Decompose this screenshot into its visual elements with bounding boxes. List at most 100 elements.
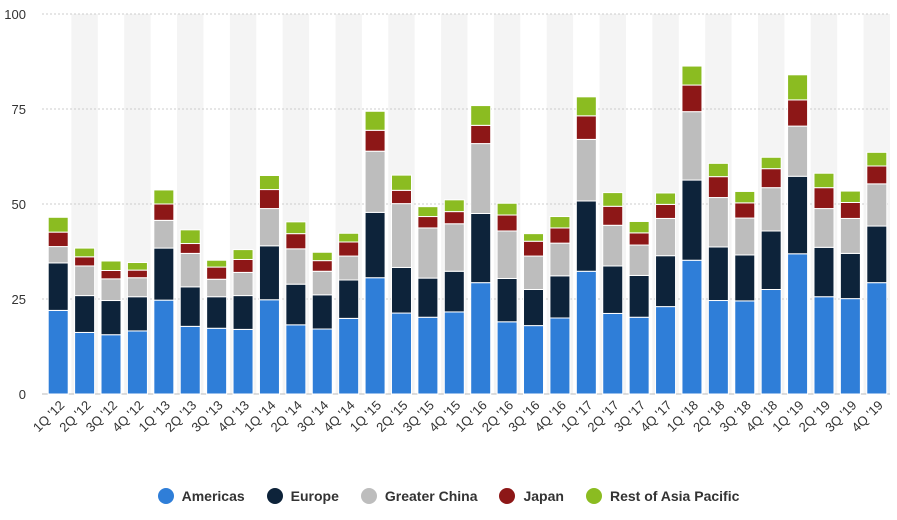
bar-segment[interactable] <box>74 256 96 267</box>
legend-item[interactable]: Europe <box>266 488 339 504</box>
bar-segment[interactable] <box>839 217 861 254</box>
legend-item[interactable]: Greater China <box>360 488 477 504</box>
bar-segment[interactable] <box>311 328 333 395</box>
bar-segment[interactable] <box>496 321 518 395</box>
bar-segment[interactable] <box>153 299 175 395</box>
bar-segment[interactable] <box>839 252 861 300</box>
bar-segment[interactable] <box>523 240 545 257</box>
bar-segment[interactable] <box>179 286 201 327</box>
bar-segment[interactable] <box>734 202 756 219</box>
bar-segment[interactable] <box>126 330 148 395</box>
bar-segment[interactable] <box>628 244 650 276</box>
bar-segment[interactable] <box>813 296 835 395</box>
bar-segment[interactable] <box>153 203 175 221</box>
bar-segment[interactable] <box>126 277 148 298</box>
bar-segment[interactable] <box>575 270 597 395</box>
bar-segment[interactable] <box>364 129 386 152</box>
bar-segment[interactable] <box>338 241 360 257</box>
bar-segment[interactable] <box>496 214 518 232</box>
bar-segment[interactable] <box>470 143 492 214</box>
bar-segment[interactable] <box>575 96 597 117</box>
bar-segment[interactable] <box>681 179 703 261</box>
bar-segment[interactable] <box>760 156 782 170</box>
bar-segment[interactable] <box>311 270 333 296</box>
bar-segment[interactable] <box>390 203 412 268</box>
bar-segment[interactable] <box>417 206 439 218</box>
bar-segment[interactable] <box>866 225 888 284</box>
bar-segment[interactable] <box>232 249 254 260</box>
bar-segment[interactable] <box>232 271 254 297</box>
bar-segment[interactable] <box>470 105 492 126</box>
bar-segment[interactable] <box>258 208 280 247</box>
bar-segment[interactable] <box>655 192 677 205</box>
bar-segment[interactable] <box>285 221 307 235</box>
bar-segment[interactable] <box>523 289 545 327</box>
bar-segment[interactable] <box>628 220 650 234</box>
bar-segment[interactable] <box>655 203 677 219</box>
bar-segment[interactable] <box>100 270 122 280</box>
bar-segment[interactable] <box>707 162 729 178</box>
bar-segment[interactable] <box>787 74 809 101</box>
bar-segment[interactable] <box>470 124 492 145</box>
bar-segment[interactable] <box>681 111 703 181</box>
bar-segment[interactable] <box>417 216 439 229</box>
bar-segment[interactable] <box>285 233 307 250</box>
bar-segment[interactable] <box>258 175 280 191</box>
bar-segment[interactable] <box>655 255 677 308</box>
bar-segment[interactable] <box>787 175 809 255</box>
bar-segment[interactable] <box>734 254 756 302</box>
bar-segment[interactable] <box>866 151 888 167</box>
bar-segment[interactable] <box>760 187 782 232</box>
bar-segment[interactable] <box>707 176 729 199</box>
bar-segment[interactable] <box>707 197 729 248</box>
bar-segment[interactable] <box>338 317 360 395</box>
bar-segment[interactable] <box>707 246 729 302</box>
legend-item[interactable]: Rest of Asia Pacific <box>585 488 739 504</box>
bar-segment[interactable] <box>628 232 650 246</box>
bar-segment[interactable] <box>206 327 228 395</box>
bar-segment[interactable] <box>47 216 69 233</box>
bar-segment[interactable] <box>734 300 756 395</box>
bar-segment[interactable] <box>602 205 624 226</box>
bar-segment[interactable] <box>496 230 518 279</box>
bar-segment[interactable] <box>206 266 228 280</box>
bar-segment[interactable] <box>734 190 756 204</box>
bar-segment[interactable] <box>813 187 835 210</box>
bar-segment[interactable] <box>839 201 861 219</box>
bar-segment[interactable] <box>575 115 597 140</box>
bar-segment[interactable] <box>813 246 835 298</box>
bar-segment[interactable] <box>285 283 307 326</box>
bar-segment[interactable] <box>602 224 624 267</box>
bar-segment[interactable] <box>549 317 571 395</box>
bar-segment[interactable] <box>74 265 96 297</box>
bar-segment[interactable] <box>470 282 492 395</box>
bar-segment[interactable] <box>232 295 254 330</box>
legend-item[interactable]: Americas <box>157 488 245 504</box>
bar-segment[interactable] <box>390 266 412 314</box>
bar-segment[interactable] <box>839 298 861 395</box>
bar-segment[interactable] <box>338 279 360 319</box>
bar-segment[interactable] <box>153 219 175 249</box>
bar-segment[interactable] <box>523 325 545 395</box>
bar-segment[interactable] <box>126 296 148 332</box>
bar-segment[interactable] <box>470 213 492 284</box>
bar-segment[interactable] <box>496 277 518 323</box>
bar-segment[interactable] <box>126 269 148 279</box>
bar-segment[interactable] <box>760 168 782 189</box>
bar-segment[interactable] <box>179 243 201 254</box>
bar-segment[interactable] <box>549 216 571 229</box>
bar-segment[interactable] <box>417 316 439 395</box>
bar-segment[interactable] <box>206 278 228 298</box>
bar-segment[interactable] <box>74 247 96 258</box>
bar-segment[interactable] <box>787 99 809 127</box>
bar-segment[interactable] <box>602 312 624 395</box>
bar-segment[interactable] <box>523 233 545 242</box>
bar-segment[interactable] <box>390 189 412 205</box>
bar-segment[interactable] <box>153 247 175 301</box>
bar-segment[interactable] <box>628 316 650 395</box>
bar-segment[interactable] <box>575 200 597 272</box>
bar-segment[interactable] <box>364 277 386 395</box>
bar-segment[interactable] <box>866 165 888 185</box>
bar-segment[interactable] <box>258 245 280 301</box>
bar-segment[interactable] <box>443 199 465 213</box>
